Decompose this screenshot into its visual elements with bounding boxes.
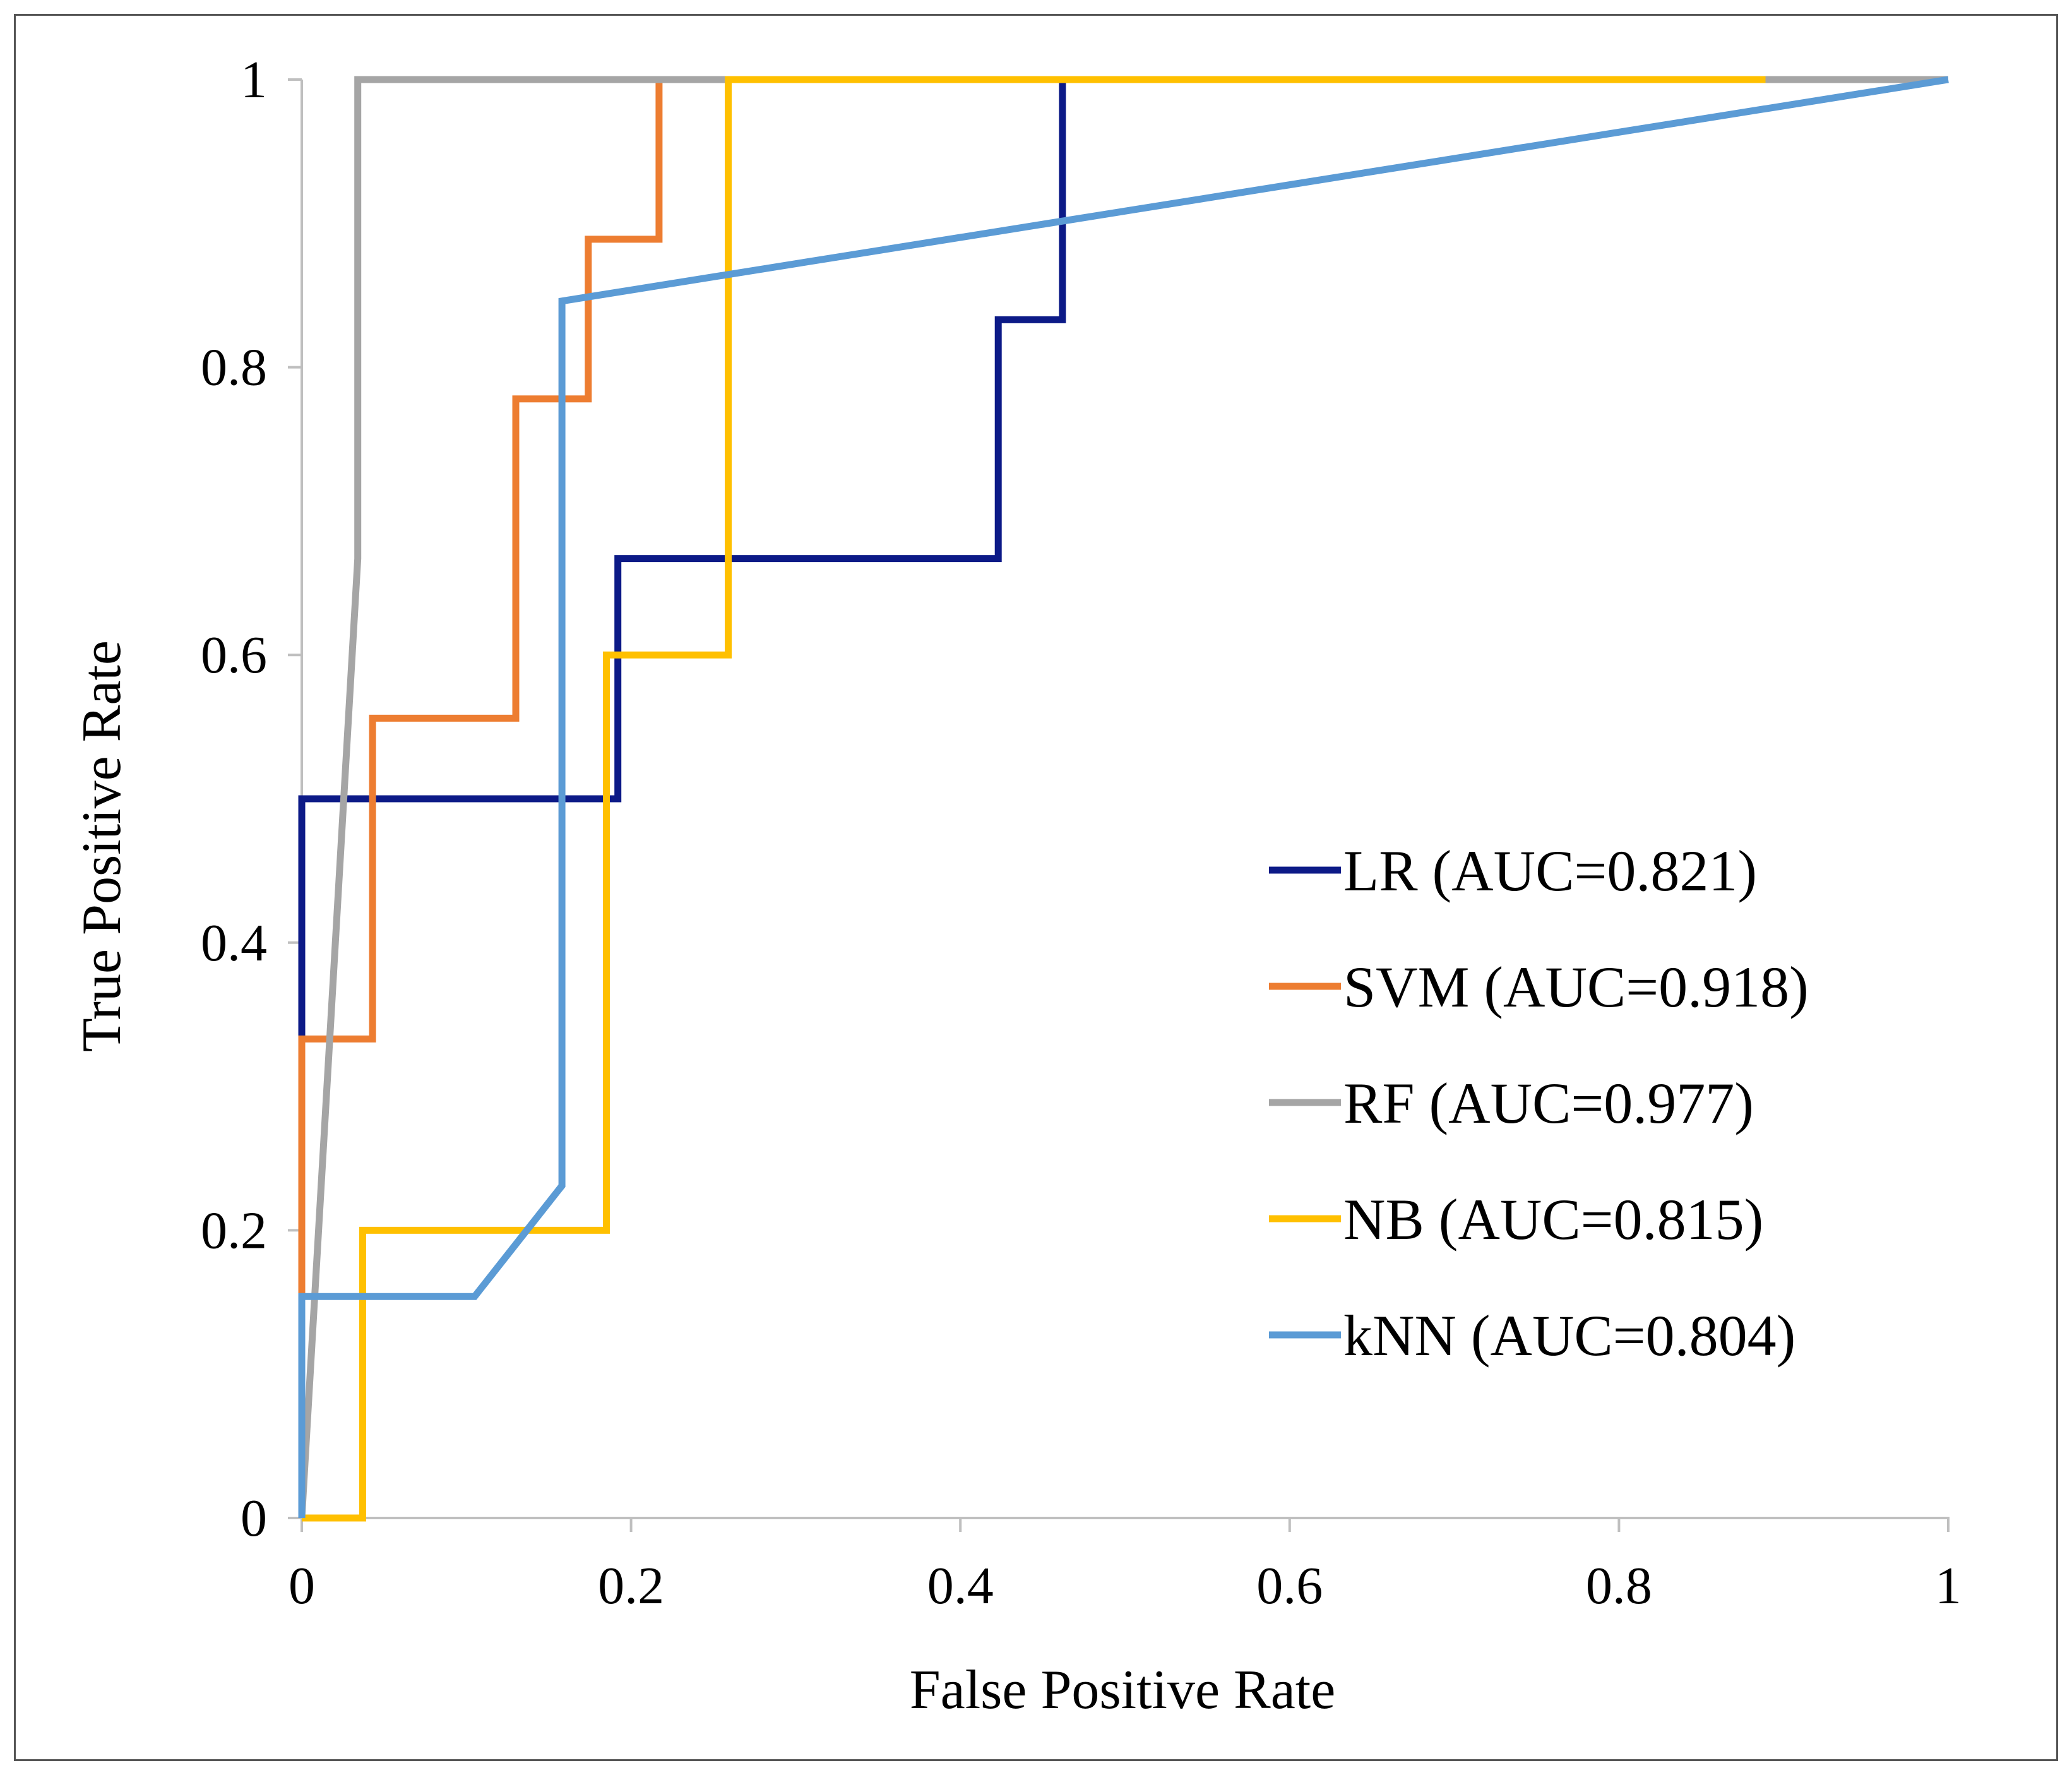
- x-tick-label: 0: [289, 1557, 315, 1615]
- legend-label: LR (AUC=0.821): [1343, 839, 1757, 903]
- legend-label: RF (AUC=0.977): [1343, 1071, 1754, 1135]
- y-tick-label: 1: [241, 51, 267, 109]
- x-tick-label: 0.8: [1586, 1557, 1652, 1615]
- y-tick-label: 0: [241, 1489, 267, 1548]
- y-tick-label: 0.8: [201, 338, 267, 397]
- x-axis-label: False Positive Rate: [910, 1659, 1336, 1721]
- legend-label: SVM (AUC=0.918): [1343, 955, 1809, 1019]
- y-tick-label: 0.2: [201, 1201, 267, 1260]
- x-tick-label: 0.2: [598, 1557, 664, 1615]
- y-tick-label: 0.4: [201, 914, 267, 972]
- series-line-4: [298, 76, 1949, 1518]
- legend-label: kNN (AUC=0.804): [1343, 1303, 1795, 1368]
- y-axis-label: True Positive Rate: [71, 640, 133, 1052]
- y-tick-label: 0.6: [201, 626, 267, 684]
- tick-labels: 0 0.2 0.4 0.6 0.8 1 0 0.2 0.4 0.6 0.8 1: [201, 51, 1962, 1615]
- legend-label: NB (AUC=0.815): [1343, 1187, 1763, 1252]
- x-tick-label: 0.6: [1256, 1557, 1323, 1615]
- series-layer: [298, 76, 1949, 1522]
- x-tick-label: 0.4: [927, 1557, 994, 1615]
- legend: LR (AUC=0.821) SVM (AUC=0.918) RF (AUC=0.9…: [1269, 839, 1809, 1368]
- series-line-0: [298, 76, 1948, 1518]
- x-tick-label: 1: [1935, 1557, 1962, 1615]
- series-line-1: [298, 76, 1948, 1518]
- series-line-3: [302, 76, 1766, 1522]
